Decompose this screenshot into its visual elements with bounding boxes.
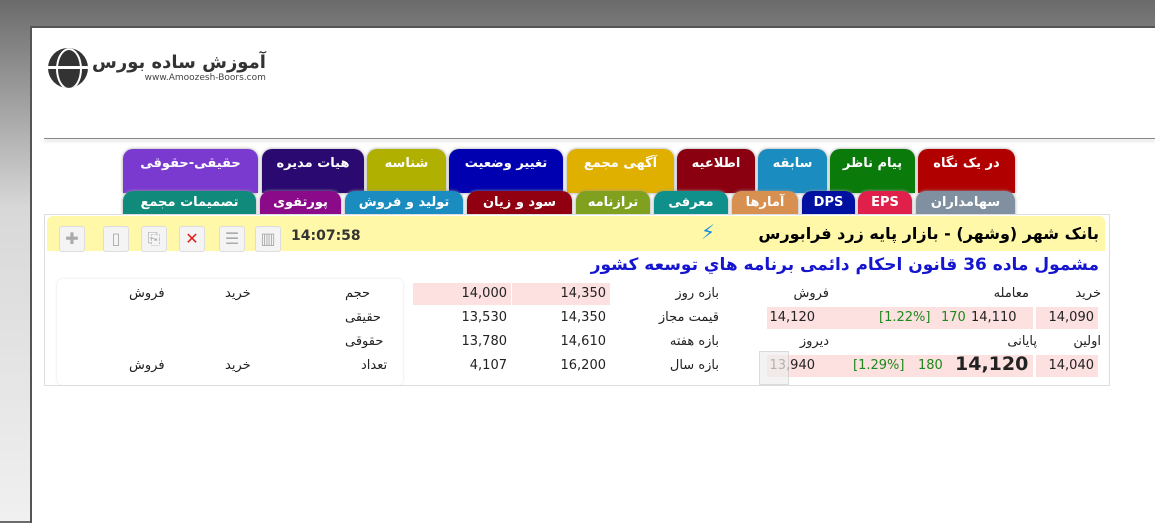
- tab-row1-1[interactable]: پیام ناظر: [830, 149, 915, 193]
- trade-percent: [1.22%]: [879, 310, 931, 325]
- label-trade: معامله: [993, 286, 1029, 301]
- range-low: 14,000: [413, 283, 511, 305]
- adjust-icon[interactable]: [759, 351, 789, 385]
- label-count-sell: فروش: [129, 358, 165, 373]
- tab-row2-2[interactable]: DPS: [802, 191, 855, 217]
- symbol-header: بانک شهر (وشهر) - بازار پایه زرد فرابورس…: [47, 216, 1105, 252]
- buy-price: 14,090: [1036, 307, 1098, 329]
- add-icon[interactable]: ✚: [59, 226, 85, 252]
- range-low: 13,780: [461, 334, 508, 349]
- chart-icon[interactable]: ▥: [255, 226, 281, 252]
- label-legal: حقوقی: [345, 334, 384, 349]
- range-high: 16,200: [560, 358, 607, 373]
- logo[interactable]: آموزش ساده بورس www.Amoozesh-Boors.com: [48, 48, 266, 88]
- tab-row1-8[interactable]: حقیقی-حقوقی: [123, 149, 258, 193]
- tab-row1-5[interactable]: تغییر وضعیت: [449, 149, 563, 193]
- lightning-icon: ⚡: [701, 220, 716, 244]
- range-low: 4,107: [469, 358, 507, 373]
- label-count-buy: خرید: [225, 358, 251, 373]
- range-high: 14,610: [560, 334, 607, 349]
- tab-row2-0[interactable]: سهامداران: [916, 191, 1015, 217]
- tab-row2-3[interactable]: آمارها: [732, 191, 798, 217]
- last-percent: [1.29%]: [853, 358, 905, 373]
- list-icon[interactable]: ☰: [219, 226, 245, 252]
- label-sell: فروش: [793, 286, 829, 301]
- range-label: قیمت مجاز: [658, 310, 719, 325]
- tab-row2-8[interactable]: پورتفوی: [260, 191, 341, 217]
- label-buy: خرید: [1075, 286, 1101, 301]
- first-price: 14,040: [1036, 355, 1098, 377]
- tab-row2-5[interactable]: ترازنامه: [576, 191, 650, 217]
- update-time: 14:07:58: [291, 228, 361, 244]
- logo-text: آموزش ساده بورس: [92, 52, 266, 73]
- tab-row2-1[interactable]: EPS: [858, 191, 912, 217]
- label-traders-buy: خرید: [225, 286, 251, 301]
- range-label: بازه هفته: [669, 334, 719, 349]
- sell-price: 14,120: [767, 307, 817, 329]
- label-volume: حجم: [345, 286, 371, 301]
- trade-price: 14,110: [971, 310, 1017, 325]
- range-high: 14,350: [560, 310, 607, 325]
- last-price: 14,120: [955, 353, 1029, 375]
- tab-row2-7[interactable]: تولید و فروش: [345, 191, 463, 217]
- document-icon[interactable]: ⎘: [141, 226, 167, 252]
- tab-row1-3[interactable]: اطلاعیه: [677, 149, 755, 193]
- subtitle-notice: مشمول ماده 36 قانون احکام دائمی برنامه ه…: [590, 255, 1099, 275]
- tab-row1-4[interactable]: آگهی مجمع: [567, 149, 674, 193]
- logo-url: www.Amoozesh-Boors.com: [144, 73, 266, 83]
- calculator-icon[interactable]: ▯: [103, 226, 129, 252]
- tab-row1-6[interactable]: شناسه: [367, 149, 446, 193]
- symbol-title: بانک شهر (وشهر) - بازار پایه زرد فرابورس: [758, 224, 1099, 243]
- range-label: بازه سال: [669, 358, 719, 373]
- label-individual: حقیقی: [345, 310, 381, 325]
- tab-row2-6[interactable]: سود و زیان: [467, 191, 572, 217]
- globe-chart-icon: [48, 48, 88, 88]
- traders-box: [57, 279, 403, 385]
- label-count: تعداد: [361, 358, 388, 373]
- label-first: اولین: [1073, 334, 1101, 349]
- divider: [44, 138, 1155, 139]
- last-change: 180: [918, 358, 943, 373]
- tab-row2-9[interactable]: تصمیمات مجمع: [123, 191, 256, 217]
- range-high: 14,350: [512, 283, 610, 305]
- label-last: پایانی: [1007, 334, 1037, 349]
- trade-change: 170: [941, 310, 966, 325]
- tab-row2-4[interactable]: معرفی: [654, 191, 728, 217]
- symbol-panel: بانک شهر (وشهر) - بازار پایه زرد فرابورس…: [44, 214, 1110, 386]
- tab-row1-7[interactable]: هیات مدیره: [262, 149, 364, 193]
- compare-icon[interactable]: ✕: [179, 226, 205, 252]
- label-yesterday: دیروز: [799, 334, 829, 349]
- tab-row1-2[interactable]: سابقه: [758, 149, 827, 193]
- range-label: بازه روز: [675, 286, 719, 301]
- range-low: 13,530: [461, 310, 508, 325]
- label-traders-sell: فروش: [129, 286, 165, 301]
- tab-row1-0[interactable]: در یک نگاه: [918, 149, 1015, 193]
